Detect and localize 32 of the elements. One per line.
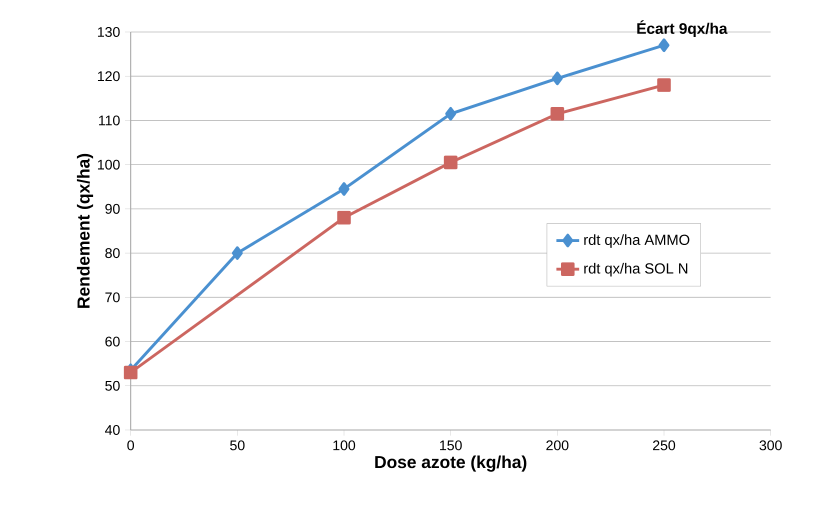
point bbox=[657, 78, 671, 92]
x-tick-label: 150 bbox=[440, 440, 462, 450]
y-tick-label: 110 bbox=[99, 115, 120, 126]
x-tick-label: 200 bbox=[546, 440, 568, 450]
point bbox=[445, 106, 456, 121]
y-tick-label: 90 bbox=[105, 204, 120, 214]
y-tick-label: 120 bbox=[98, 71, 120, 82]
y-tick-label: 40 bbox=[105, 425, 120, 435]
point bbox=[550, 106, 564, 121]
y-axis-title: Rendement (qx/ha) bbox=[76, 154, 94, 308]
point bbox=[658, 38, 670, 52]
y-tick-label: 70 bbox=[105, 292, 120, 302]
x-tick-label: 50 bbox=[230, 440, 245, 450]
point bbox=[338, 182, 350, 196]
x-tick-label: 250 bbox=[653, 440, 676, 450]
x-axis-title: Dose azote (kg/ha) bbox=[375, 455, 526, 472]
y-tick-label: 130 bbox=[98, 27, 120, 37]
y-tick-label: 50 bbox=[105, 380, 120, 391]
x-tick-label: 100 bbox=[333, 440, 356, 450]
point bbox=[232, 246, 243, 260]
point bbox=[444, 156, 458, 170]
y-tick-label: 60 bbox=[105, 336, 120, 347]
point bbox=[337, 210, 351, 225]
legend-label: rdt qx/ha SOL N bbox=[584, 262, 688, 277]
point bbox=[552, 72, 563, 86]
y-tick-label: 100 bbox=[98, 160, 120, 170]
annotation: Écart 9qx/ha bbox=[637, 20, 728, 37]
y-tick-label: 80 bbox=[105, 248, 120, 258]
point bbox=[124, 366, 138, 380]
x-tick-label: 0 bbox=[127, 440, 134, 450]
x-tick-label: 300 bbox=[760, 440, 782, 450]
legend-label: rdt qx/ha AMMO bbox=[584, 234, 690, 248]
